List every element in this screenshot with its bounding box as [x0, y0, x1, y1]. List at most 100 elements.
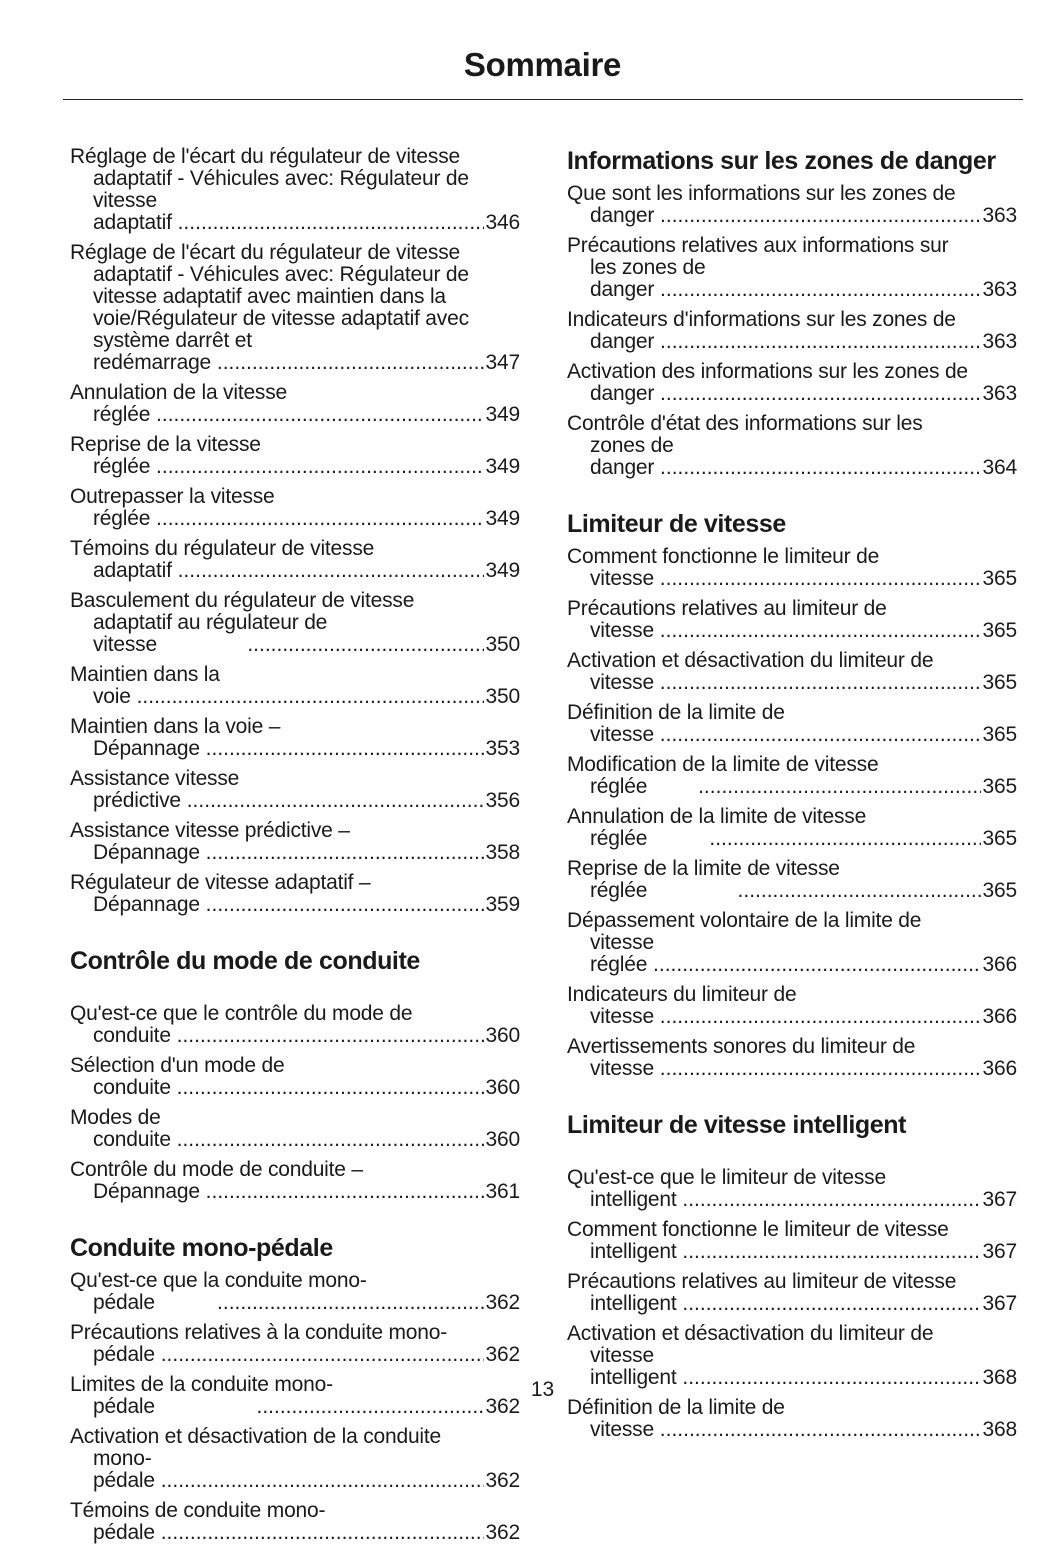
toc-entry[interactable]: Modes de conduite360 [70, 1107, 520, 1151]
toc-entry-page: 365 [980, 723, 1017, 746]
toc-entry-page: 350 [483, 633, 520, 656]
toc-entry-title: Indicateurs d'informations sur les zones… [567, 309, 1017, 353]
toc-entry[interactable]: Qu'est-ce que la conduite mono-pédale 36… [70, 1270, 520, 1314]
toc-entry[interactable]: Annulation de la vitesse réglée349 [70, 382, 520, 426]
toc-entry[interactable]: Définition de la limite de vitesse365 [567, 702, 1017, 746]
toc-entry[interactable]: Contrôle d'état des informations sur les… [567, 413, 1017, 479]
toc-entry[interactable]: Témoins du régulateur de vitesse adaptat… [70, 538, 520, 582]
toc-left-column: Réglage de l'écart du régulateur de vite… [70, 146, 520, 1552]
toc-entry[interactable]: Précautions relatives à la conduite mono… [70, 1322, 520, 1366]
toc-entry[interactable]: Activation et désactivation du limiteur … [567, 1323, 1017, 1389]
toc-entry[interactable]: Modification de la limite de vitesse rég… [567, 754, 1017, 798]
toc-entry[interactable]: Réglage de l'écart du régulateur de vite… [70, 242, 520, 374]
toc-entry[interactable]: Contrôle du mode de conduite – Dépannage… [70, 1159, 520, 1203]
toc-entry-title: Comment fonctionne le limiteur de vitess… [567, 1219, 1017, 1263]
toc-entry[interactable]: Sélection d'un mode de conduite360 [70, 1055, 520, 1099]
toc-entry[interactable]: Maintien dans la voie – Dépannage353 [70, 716, 520, 760]
toc-entry[interactable]: Précautions relatives au limiteur de vit… [567, 1271, 1017, 1315]
toc-entry-page: 362 [483, 1521, 520, 1544]
toc-entry[interactable]: Activation et désactivation du limiteur … [567, 650, 1017, 694]
toc-entry[interactable]: Qu'est-ce que le contrôle du mode de con… [70, 1003, 520, 1047]
toc-entry-page: 363 [980, 382, 1017, 405]
toc-entry-title: Sélection d'un mode de conduite [70, 1055, 520, 1099]
page-number: 13 [530, 1378, 555, 1401]
toc-entry-page: 365 [980, 775, 1017, 798]
toc-entry[interactable]: Limites de la conduite mono-pédale 362 [70, 1374, 520, 1418]
toc-entry-title: Assistance vitesse prédictive – Dépannag… [70, 820, 520, 864]
toc-entry[interactable]: Activation et désactivation de la condui… [70, 1426, 520, 1492]
toc-entry-title: Réglage de l'écart du régulateur de vite… [70, 146, 520, 234]
toc-entry-title: Avertissements sonores du limiteur de vi… [567, 1036, 1017, 1080]
toc-entry[interactable]: Indicateurs du limiteur de vitesse366 [567, 984, 1017, 1028]
toc-entry-title: Définition de la limite de vitesse [567, 702, 1017, 746]
toc-entry-title: Précautions relatives à la conduite mono… [70, 1322, 520, 1366]
toc-entry-page: 365 [980, 827, 1017, 850]
toc-entry-page: 358 [483, 841, 520, 864]
toc-right-column: Informations sur les zones de danger Que … [567, 148, 1017, 1449]
toc-entry-page: 346 [483, 211, 520, 234]
toc-entry[interactable]: Assistance vitesse prédictive356 [70, 768, 520, 812]
toc-entry-title: Qu'est-ce que le limiteur de vitesse int… [567, 1167, 1017, 1211]
toc-entry[interactable]: Reprise de la vitesse réglée349 [70, 434, 520, 478]
toc-entry[interactable]: Que sont les informations sur les zones … [567, 183, 1017, 227]
toc-entry-title: Modification de la limite de vitesse rég… [567, 754, 1017, 798]
toc-entry[interactable]: Définition de la limite de vitesse368 [567, 1397, 1017, 1441]
toc-entry[interactable]: Précautions relatives au limiteur de vit… [567, 598, 1017, 642]
toc-entry-page: 349 [483, 403, 520, 426]
toc-entry-title: Activation et désactivation de la condui… [70, 1426, 520, 1492]
toc-entry[interactable]: Régulateur de vitesse adaptatif – Dépann… [70, 872, 520, 916]
toc-entry-page: 367 [980, 1292, 1017, 1315]
toc-entry-page: 363 [980, 204, 1017, 227]
toc-entry-page: 360 [483, 1128, 520, 1151]
toc-entry-title: Maintien dans la voie [70, 664, 520, 708]
toc-entry-title: Dépassement volontaire de la limite de v… [567, 910, 1017, 976]
toc-entry[interactable]: Avertissements sonores du limiteur de vi… [567, 1036, 1017, 1080]
toc-entry-page: 362 [483, 1343, 520, 1366]
toc-entry-title: Outrepasser la vitesse réglée [70, 486, 520, 530]
toc-entry[interactable]: Témoins de conduite mono-pédale362 [70, 1500, 520, 1544]
toc-entry-title: Basculement du régulateur de vitesse ada… [70, 590, 520, 656]
toc-entry[interactable]: Outrepasser la vitesse réglée349 [70, 486, 520, 530]
page-title: Sommaire [463, 46, 622, 83]
toc-entry-page: 363 [980, 330, 1017, 353]
toc-entry-title: Indicateurs du limiteur de vitesse [567, 984, 1017, 1028]
toc-entry-page: 365 [980, 671, 1017, 694]
toc-entry[interactable]: Indicateurs d'informations sur les zones… [567, 309, 1017, 353]
toc-entry[interactable]: Activation des informations sur les zone… [567, 361, 1017, 405]
toc-entry-page: 368 [980, 1366, 1017, 1389]
toc-entry[interactable]: Comment fonctionne le limiteur de vitess… [567, 1219, 1017, 1263]
toc-entry-page: 350 [483, 685, 520, 708]
toc-entry[interactable]: Comment fonctionne le limiteur de vitess… [567, 546, 1017, 590]
section-heading: Conduite mono-pédale [70, 1234, 333, 1262]
toc-entry-page: 363 [980, 278, 1017, 301]
toc-entry-page: 360 [483, 1024, 520, 1047]
toc-entry[interactable]: Annulation de la limite de vitesse réglé… [567, 806, 1017, 850]
toc-entry-page: 360 [483, 1076, 520, 1099]
toc-entry-page: 349 [483, 507, 520, 530]
toc-entry-title: Régulateur de vitesse adaptatif – Dépann… [70, 872, 520, 916]
toc-entry-page: 365 [980, 619, 1017, 642]
toc-entry-title: Reprise de la vitesse réglée [70, 434, 520, 478]
toc-entry[interactable]: Basculement du régulateur de vitesse ada… [70, 590, 520, 656]
toc-entry[interactable]: Précautions relatives aux informations s… [567, 235, 1017, 301]
toc-entry[interactable]: Réglage de l'écart du régulateur de vite… [70, 146, 520, 234]
toc-entry-title: Modes de conduite [70, 1107, 520, 1151]
toc-entry[interactable]: Reprise de la limite de vitesse réglée 3… [567, 858, 1017, 902]
toc-entry-page: 367 [980, 1240, 1017, 1263]
toc-entry-title: Contrôle d'état des informations sur les… [567, 413, 1017, 479]
toc-entry-page: 347 [483, 351, 520, 374]
toc-entry[interactable]: Maintien dans la voie350 [70, 664, 520, 708]
toc-entry[interactable]: Qu'est-ce que le limiteur de vitesse int… [567, 1167, 1017, 1211]
toc-entry-page: 356 [483, 789, 520, 812]
toc-entry-title: Comment fonctionne le limiteur de vitess… [567, 546, 1017, 590]
section-heading: Informations sur les zones de danger [567, 147, 996, 175]
toc-entry-page: 353 [483, 737, 520, 760]
toc-entry[interactable]: Assistance vitesse prédictive – Dépannag… [70, 820, 520, 864]
toc-entry-page: 364 [980, 456, 1017, 479]
toc-entry-title: Témoins du régulateur de vitesse adaptat… [70, 538, 520, 582]
toc-entry-title: Assistance vitesse prédictive [70, 768, 520, 812]
toc-entry-page: 365 [980, 567, 1017, 590]
toc-entry[interactable]: Dépassement volontaire de la limite de v… [567, 910, 1017, 976]
section-heading: Limiteur de vitesse [567, 510, 786, 538]
toc-entry-title: Que sont les informations sur les zones … [567, 183, 1017, 227]
